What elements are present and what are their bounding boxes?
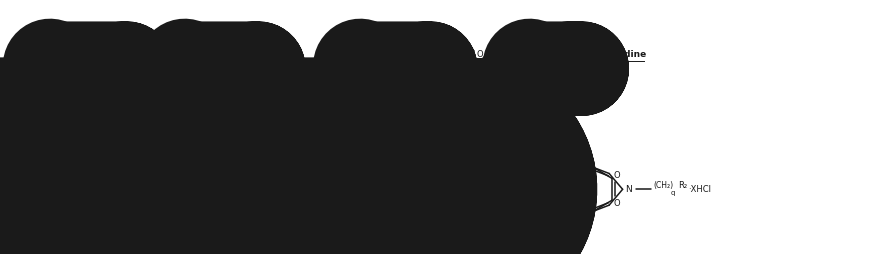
Text: 10: 10 (89, 101, 103, 111)
Text: (CH₂): (CH₂) (414, 181, 434, 190)
Text: 11: 11 (215, 101, 228, 111)
Text: N: N (67, 196, 74, 205)
Text: O: O (375, 171, 381, 180)
Text: O: O (571, 78, 577, 87)
Text: AlCl₃: AlCl₃ (131, 74, 153, 83)
Text: O: O (279, 59, 286, 68)
Text: N: N (262, 196, 269, 205)
Text: CH₃COCl: CH₃COCl (122, 50, 161, 59)
Text: N: N (275, 185, 282, 194)
Text: O: O (477, 50, 483, 59)
Text: ·XHCl: ·XHCl (688, 185, 711, 194)
Text: NBS, p-TsOH: NBS, p-TsOH (421, 50, 475, 59)
Text: O: O (193, 185, 200, 194)
Text: 13: 13 (514, 101, 528, 111)
Text: O: O (332, 50, 339, 59)
Text: K₂Cr₂O₇: K₂Cr₂O₇ (258, 50, 291, 59)
Text: O: O (332, 78, 339, 87)
Text: O: O (319, 64, 325, 73)
Text: 2-aminopyridine: 2-aminopyridine (563, 50, 647, 59)
Text: q: q (432, 190, 436, 196)
Text: O: O (180, 171, 186, 180)
Text: N: N (386, 185, 393, 194)
Text: O: O (180, 199, 186, 208)
Text: N: N (501, 196, 508, 205)
Text: N: N (514, 185, 521, 194)
Text: 16a-j: 16a-j (552, 221, 579, 231)
Text: (CH₂): (CH₂) (653, 181, 673, 190)
Text: O: O (463, 64, 470, 73)
Text: O: O (614, 199, 620, 208)
Text: Br: Br (600, 61, 610, 70)
Text: O: O (375, 199, 381, 208)
Text: CH₃: CH₃ (260, 85, 275, 94)
Text: O: O (614, 171, 620, 180)
Text: q: q (671, 190, 675, 196)
Text: 10: 10 (89, 101, 103, 111)
Text: THF: THF (606, 74, 623, 83)
Text: 12: 12 (371, 101, 384, 111)
Text: R₂: R₂ (678, 181, 687, 190)
Text: 14: 14 (125, 221, 138, 231)
Text: CH₃: CH₃ (420, 74, 434, 83)
Text: N: N (79, 185, 86, 194)
Text: 4M HCl: 4M HCl (469, 172, 501, 181)
Text: 15a-j: 15a-j (314, 221, 340, 231)
Text: R₁: R₁ (439, 181, 448, 190)
Text: AcOH: AcOH (262, 74, 287, 83)
Text: N: N (625, 185, 632, 194)
Text: O: O (477, 78, 483, 87)
